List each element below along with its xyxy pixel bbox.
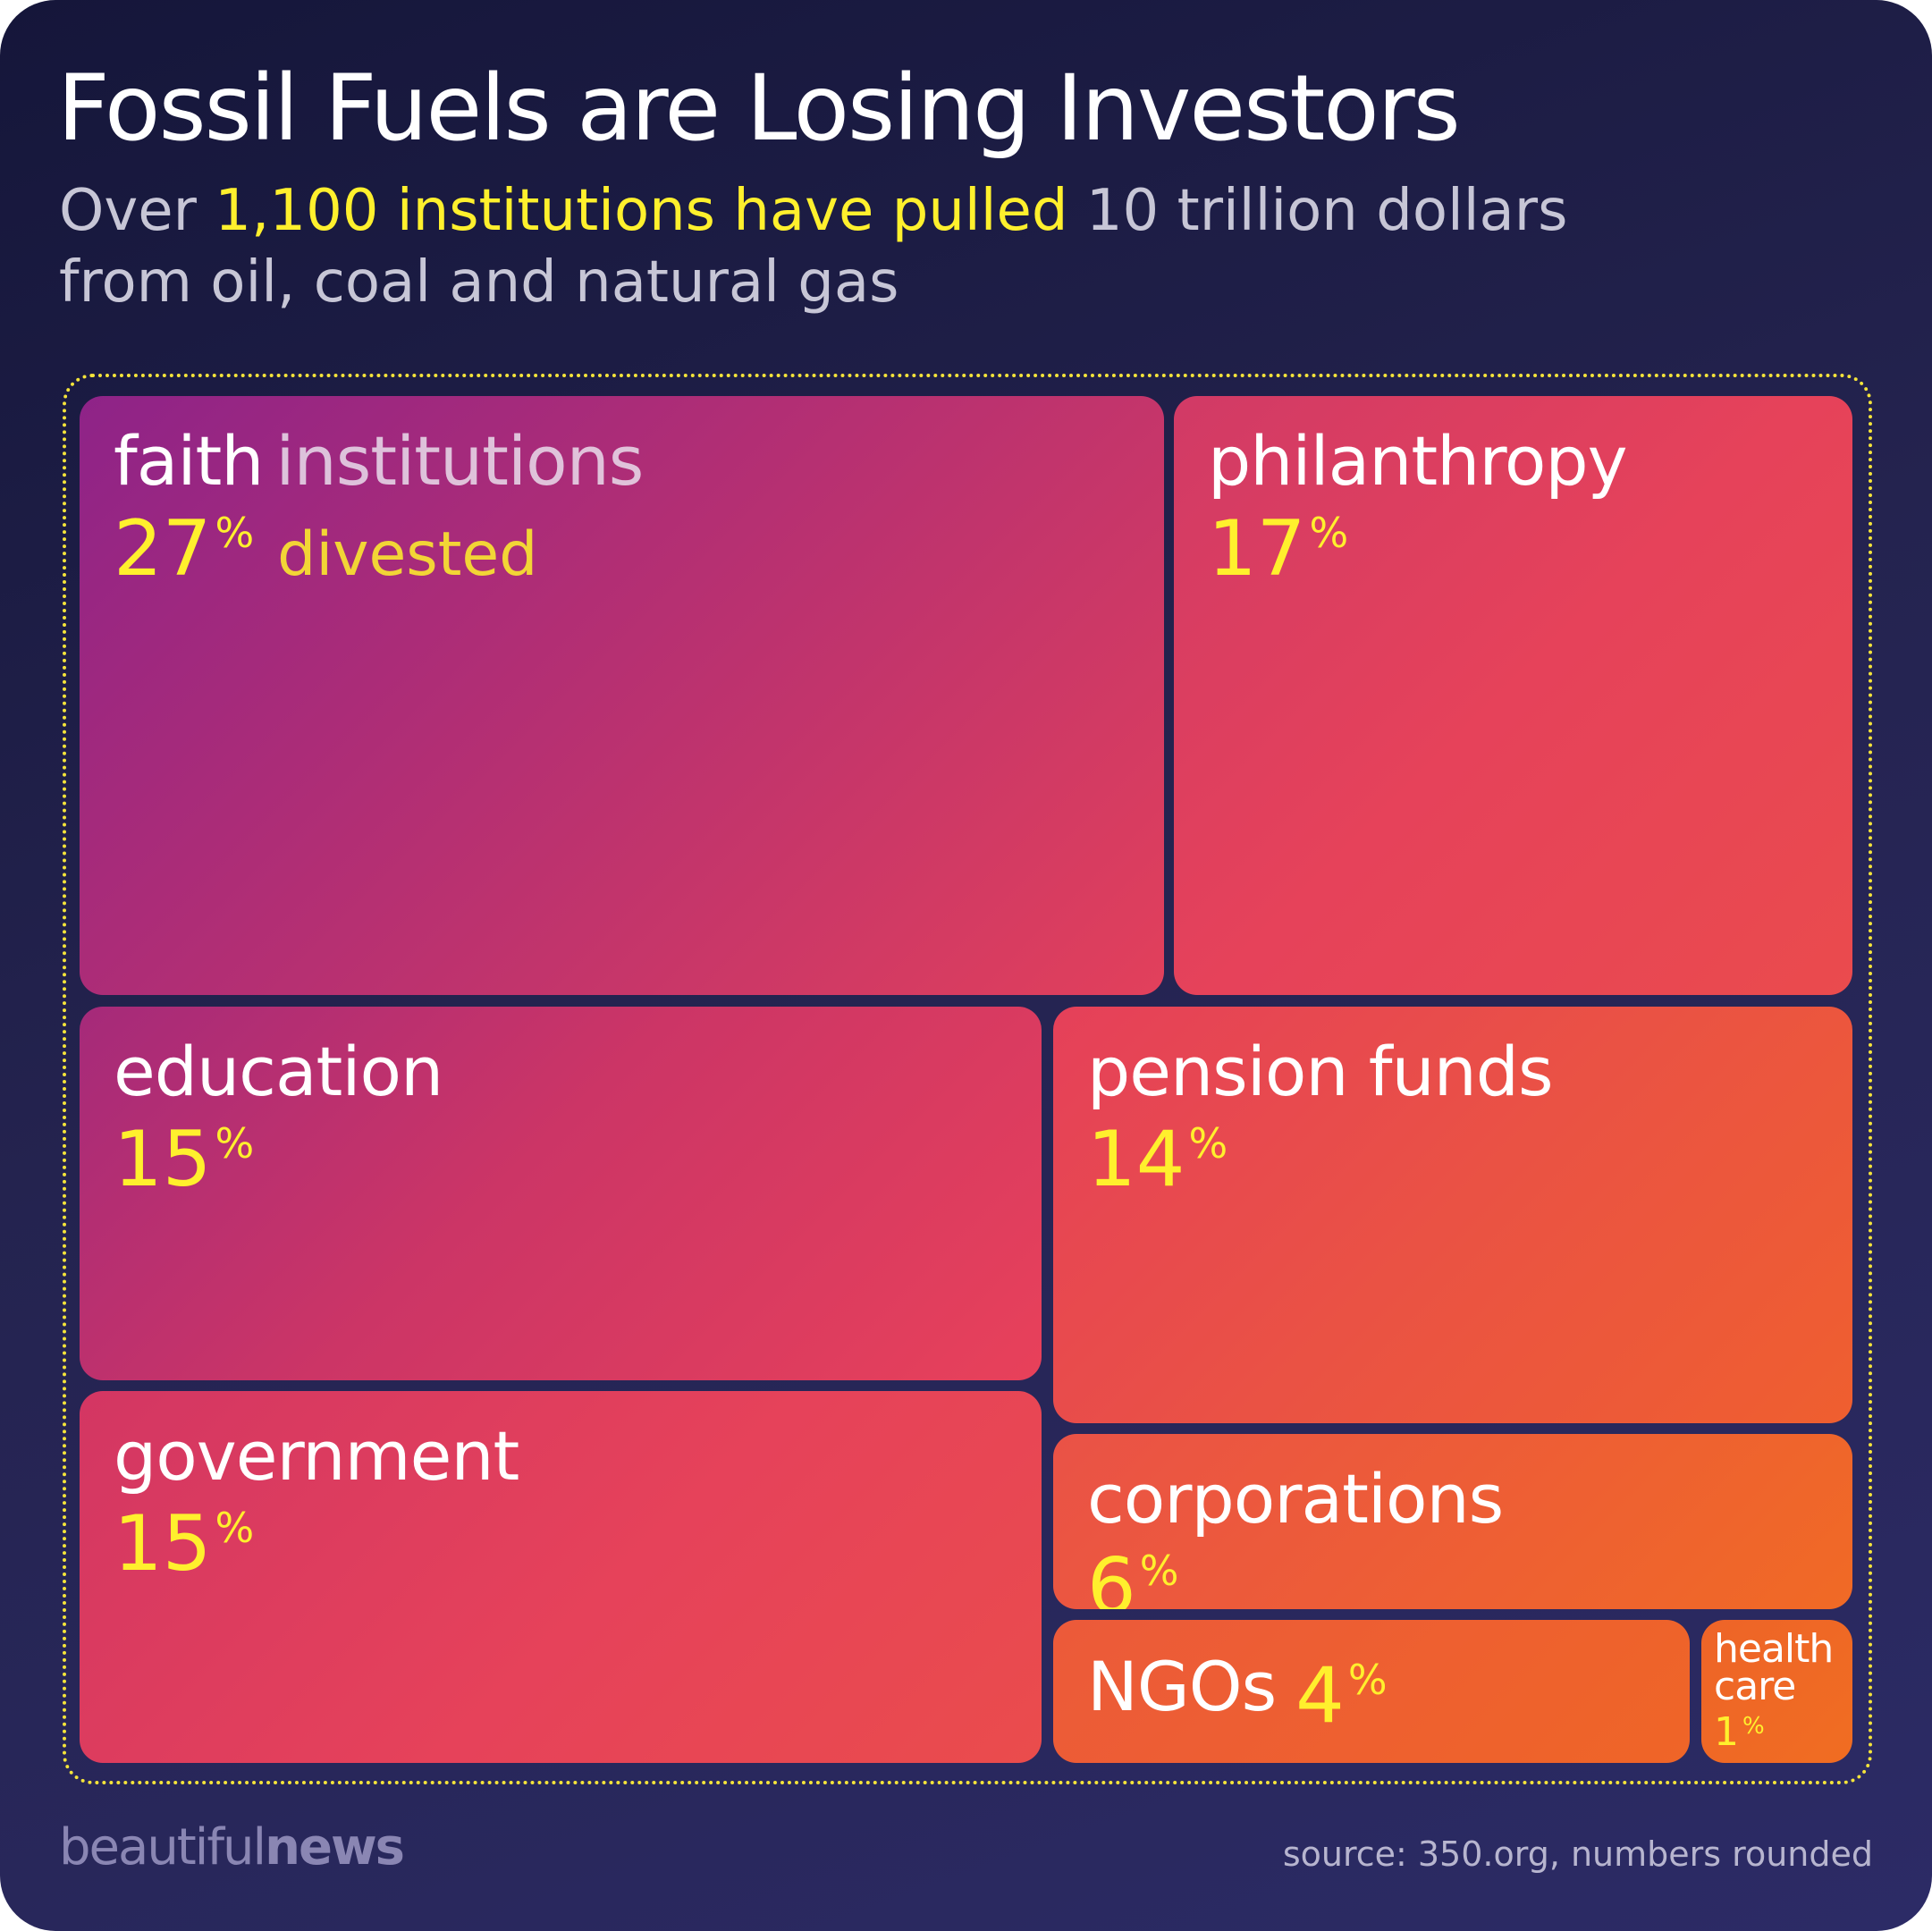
percent-sign: % — [1742, 1713, 1765, 1740]
percent-sign: % — [1139, 1547, 1179, 1595]
tile-label-government: government — [114, 1416, 519, 1496]
tile-name: pension funds — [1087, 1032, 1554, 1111]
tile-label-philanthropy: philanthropy — [1208, 421, 1628, 501]
tile-label-ngos: NGOs — [1087, 1647, 1277, 1726]
tile-value-number: 14 — [1087, 1115, 1185, 1204]
tile-name: NGOs — [1087, 1647, 1277, 1726]
chart-title: Fossil Fuels are Losing Investors — [57, 55, 1461, 162]
percent-sign: % — [215, 1504, 255, 1552]
tile-value-note: divested — [277, 519, 538, 590]
subtitle-prefix: Over — [59, 178, 215, 244]
tile-name: corporations — [1087, 1459, 1504, 1539]
tile-name: faith — [114, 421, 264, 501]
treemap-tile-philanthropy: philanthropy 17% — [1174, 396, 1852, 995]
subtitle-suffix: 10 trillion dollars — [1067, 178, 1568, 244]
tile-label-faith: faith institutions — [114, 421, 644, 501]
tile-label-corporations: corporations — [1087, 1459, 1504, 1539]
brand-logo: beautifulnews — [59, 1818, 405, 1876]
tile-value-pension: 14% — [1087, 1121, 1228, 1198]
tile-name: government — [114, 1416, 519, 1496]
tile-name-extra: institutions — [275, 421, 644, 501]
percent-sign: % — [215, 509, 255, 557]
chart-subtitle: Over 1,100 institutions have pulled 10 t… — [59, 175, 1567, 318]
tile-name: philanthropy — [1208, 421, 1628, 501]
source-note: source: 350.org, numbers rounded — [1282, 1834, 1873, 1874]
treemap-tile-education: education 15% — [80, 1007, 1042, 1380]
tile-value-philanthropy: 17% — [1208, 510, 1348, 587]
tile-value-number: 27 — [114, 504, 212, 594]
tile-value-number: 15 — [114, 1115, 212, 1204]
tile-value-health: 1% — [1714, 1713, 1765, 1752]
tile-value-number: 4 — [1295, 1651, 1345, 1741]
tile-label-pension: pension funds — [1087, 1032, 1554, 1111]
tile-value-number: 15 — [114, 1499, 212, 1589]
tile-value-ngos: 4% — [1295, 1657, 1387, 1734]
percent-sign: % — [215, 1119, 255, 1168]
brand-light: beautiful — [59, 1818, 266, 1876]
percent-sign: % — [1188, 1119, 1228, 1168]
tile-value-number: 1 — [1714, 1709, 1739, 1755]
percent-sign: % — [1309, 509, 1349, 557]
subtitle-highlight: 1,100 institutions have pulled — [215, 178, 1068, 244]
tile-value-number: 17 — [1208, 504, 1306, 594]
tile-value-faith: 27% divested — [114, 510, 537, 587]
subtitle-line-two: from oil, coal and natural gas — [59, 249, 899, 316]
tile-value-government: 15% — [114, 1505, 254, 1582]
treemap-tile-health: health care 1% — [1701, 1620, 1852, 1763]
treemap-tile-ngos: NGOs 4% — [1053, 1620, 1690, 1763]
treemap-frame — [63, 374, 1872, 1784]
tile-label-health: health care — [1714, 1630, 1848, 1707]
brand-bold: news — [265, 1818, 405, 1876]
tile-value-corporations: 6% — [1087, 1548, 1178, 1609]
treemap-tile-faith: faith institutions 27% divested — [80, 396, 1164, 995]
tile-label-education: education — [114, 1032, 443, 1111]
tile-name: education — [114, 1032, 443, 1111]
tile-value-number: 6 — [1087, 1542, 1136, 1609]
tile-name: health care — [1714, 1626, 1834, 1709]
treemap-tile-corporations: corporations 6% — [1053, 1434, 1852, 1609]
treemap-tile-government: government 15% — [80, 1391, 1042, 1763]
treemap-tile-pension: pension funds 14% — [1053, 1007, 1852, 1423]
tile-value-education: 15% — [114, 1121, 254, 1198]
percent-sign: % — [1347, 1656, 1388, 1704]
